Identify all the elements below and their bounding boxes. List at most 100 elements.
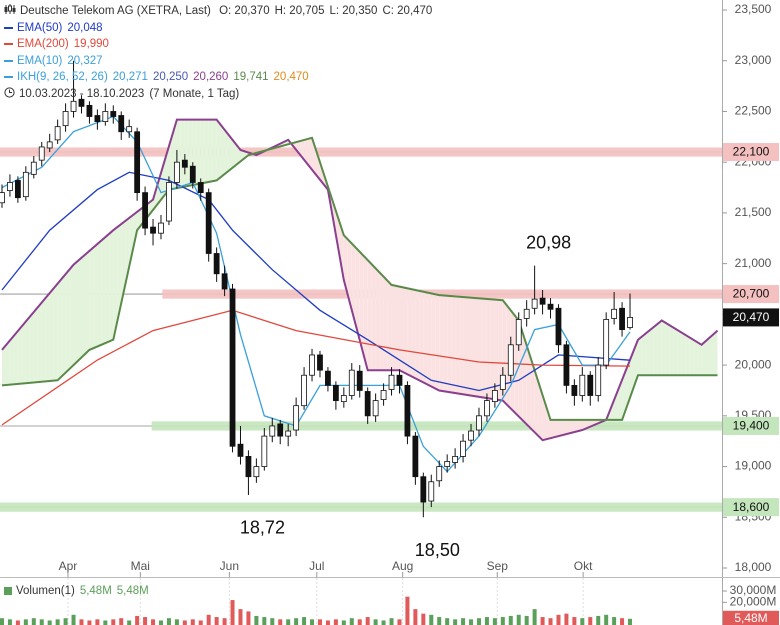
x-tick-label: Jun (220, 559, 239, 573)
cloud-fill (649, 326, 654, 376)
cloud-fill (566, 419, 571, 435)
cloud-fill (73, 261, 78, 366)
y-tick-label: 23,500 (735, 2, 772, 16)
volume-bar (63, 618, 68, 625)
candle-body (595, 364, 602, 396)
candle-body (118, 115, 125, 133)
volume-bar (119, 618, 124, 625)
cloud-fill (697, 342, 702, 376)
volume-bar (222, 618, 227, 625)
candle-body (158, 222, 164, 234)
cloud-fill (212, 119, 217, 182)
candle-body (547, 303, 554, 310)
cloud-fill (630, 349, 634, 398)
cloud-fill (399, 286, 404, 373)
candle-body (531, 298, 538, 309)
candle-body (22, 171, 29, 198)
cloud-fill (435, 294, 440, 391)
candle-body (30, 161, 37, 175)
cloud-fill (550, 419, 555, 439)
cloud-fill (117, 224, 122, 322)
candle-body (619, 307, 625, 330)
cloud-fill (17, 326, 22, 384)
title: Deutsche Telekom AG (XETRA, Last) (20, 5, 211, 17)
cloud-fill (93, 243, 98, 349)
candle-body (468, 430, 474, 441)
volume-bar (190, 619, 195, 625)
candle-body (412, 435, 419, 478)
volume-bar (71, 614, 76, 625)
last-price-label: 20,470 (733, 310, 770, 324)
volume-bar (421, 613, 426, 625)
volume-bar (341, 620, 346, 625)
candle-body (189, 165, 196, 183)
candle-body (221, 273, 228, 290)
volume-bar (612, 617, 617, 625)
level-label-box (723, 498, 779, 517)
volume-bar (127, 620, 132, 625)
candle-body (332, 384, 339, 401)
candle-body (245, 455, 252, 478)
volume-bar (286, 619, 291, 625)
legend-row: Deutsche Telekom AG (XETRA, Last) O: 20,… (4, 3, 437, 20)
cloud-fill (65, 269, 70, 373)
volume-bar (317, 619, 322, 625)
candle-body (476, 415, 482, 431)
volume-bar (111, 619, 116, 625)
candle-body (126, 126, 133, 133)
volume-bar (87, 620, 92, 625)
cloud-fill (77, 257, 82, 362)
legend-name: EMA(10) (17, 54, 63, 67)
legend-value: 20,260 (193, 71, 229, 84)
candle-body (404, 384, 411, 437)
volume-bar (461, 618, 466, 625)
cloud-fill (685, 335, 690, 376)
level-label: 20,700 (733, 287, 770, 301)
cloud-fill (633, 339, 638, 387)
cloud-fill (645, 330, 650, 376)
cloud-fill (89, 247, 94, 350)
candle-body (0, 192, 5, 204)
span-a-line (1, 118, 719, 442)
cloud-fill (407, 288, 412, 377)
cloud-fill (482, 298, 487, 399)
volume-bar (151, 619, 156, 625)
volume-bar (357, 619, 362, 625)
cloud-fill (693, 339, 698, 376)
volume-bar (166, 618, 171, 625)
cloud-fill (316, 150, 320, 180)
cloud-fill (363, 255, 368, 371)
candle-body (205, 192, 212, 254)
volume-bar (484, 617, 489, 625)
cloud-fill (614, 389, 619, 420)
legend-value: 20,048 (67, 21, 103, 34)
cloud-fill (471, 297, 475, 397)
cloud-fill (69, 264, 74, 369)
axis-group: 18,00018,50019,00019,50020,00020,50021,0… (722, 2, 779, 625)
x-tick-label: Mai (131, 559, 150, 573)
clock-icon (4, 87, 15, 98)
legend-value: 19,990 (73, 38, 109, 51)
x-tick-label: Sep (487, 559, 509, 573)
volume-bar (206, 614, 211, 625)
candle-body (436, 466, 443, 482)
candle-body (54, 126, 61, 141)
cloud-fill (641, 333, 646, 376)
legend: Deutsche Telekom AG (XETRA, Last) O: 20,… (4, 3, 437, 103)
candle-body (181, 159, 188, 168)
candle-body (261, 435, 268, 467)
last-price-label-box (723, 308, 779, 327)
legend-name: Volumen(1) (16, 585, 75, 597)
cloud-fill (204, 119, 209, 183)
candle-body (293, 405, 300, 431)
level-label: 22,100 (733, 145, 770, 159)
y-tick-label: 20,000 (735, 357, 772, 371)
volume-pane (0, 578, 633, 625)
volume-bar (325, 620, 330, 625)
cloud-fill (9, 335, 14, 385)
volume-last-box (723, 610, 779, 625)
candle-body (166, 182, 172, 222)
candle-body (102, 111, 109, 122)
cloud-fill (180, 119, 185, 188)
cloud-fill (467, 297, 472, 396)
